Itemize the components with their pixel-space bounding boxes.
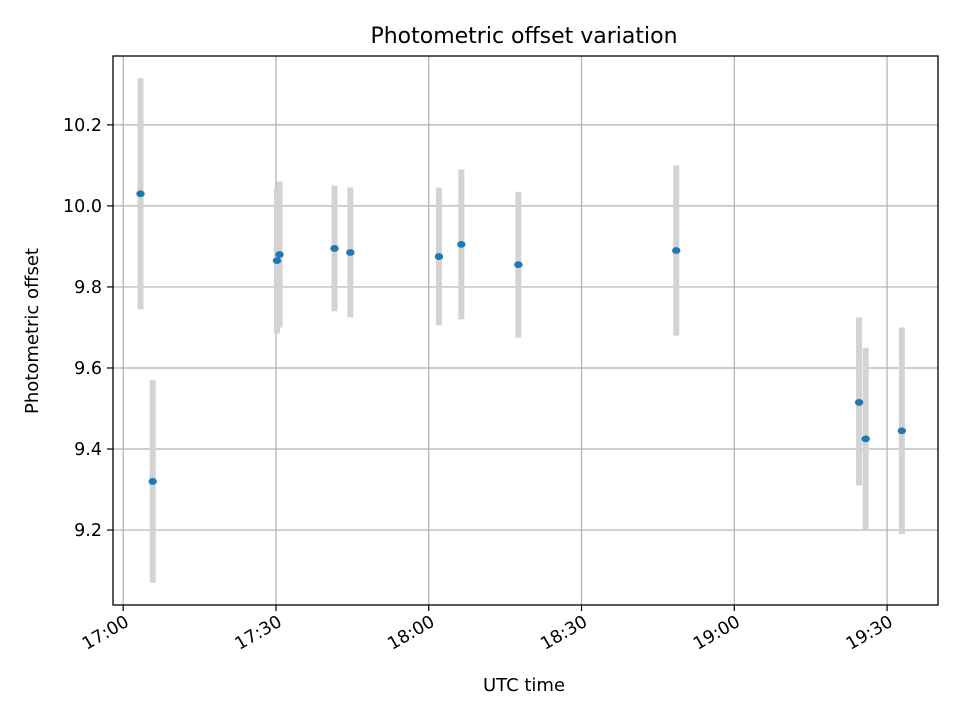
x-tick-label: 18:00 [385,612,439,655]
y-axis-label: Photometric offset [22,248,43,414]
data-point [148,478,157,485]
data-point-layer [136,190,907,485]
x-tick-label: 18:30 [537,612,591,655]
data-point [272,257,282,265]
chart-title: Photometric offset variation [370,24,677,49]
data-point [861,435,870,443]
plot-frame [112,55,939,606]
data-point [275,251,284,258]
x-tick-label: 19:00 [690,612,744,655]
x-tick-label: 19:30 [843,612,897,655]
data-point [330,245,339,252]
y-tick-label: 9.4 [74,440,102,460]
data-point [854,399,864,406]
x-tick-label: 17:30 [232,612,286,655]
data-point [346,249,355,256]
tick-layer: 17:00 17:30 18:00 18:30 19:00 19:30 9.2 9.4 9.6 9… [63,116,897,655]
error-bar-layer [137,78,905,583]
x-axis-label: UTC time [483,675,565,696]
data-point [672,247,681,254]
data-point [434,253,444,260]
y-tick-label: 9.8 [74,278,102,298]
y-tick-label: 9.6 [74,359,102,379]
y-tick-label: 9.2 [74,521,102,541]
y-tick-label: 10.0 [63,197,102,217]
x-tick-label: 17:00 [79,612,133,655]
data-point [514,261,523,269]
data-point [897,427,907,435]
grid-layer [113,56,938,605]
data-point [136,190,145,198]
data-point [457,241,466,248]
y-tick-label: 10.2 [63,116,102,136]
